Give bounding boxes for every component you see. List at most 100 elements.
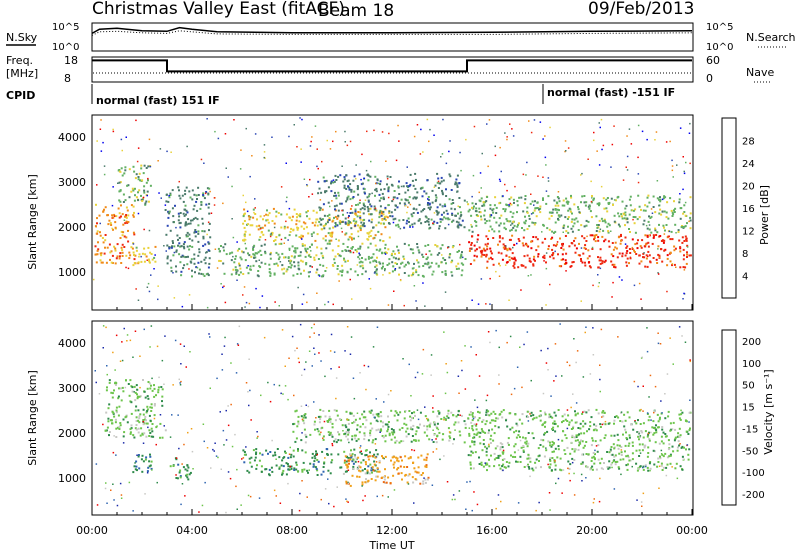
power-noise-cell	[613, 125, 615, 127]
velocity-cell	[572, 427, 574, 430]
power-cell	[481, 253, 484, 256]
power-cell	[580, 260, 583, 262]
velocity-noise-cell	[189, 351, 191, 353]
power-cell	[118, 190, 121, 193]
velocity-cell	[568, 423, 571, 426]
velocity-cell	[543, 411, 546, 414]
velocity-cell	[274, 454, 277, 457]
velocity-cell	[146, 410, 149, 412]
velocity-cell	[675, 462, 678, 465]
power-cell	[185, 209, 188, 212]
power-cell	[470, 243, 473, 246]
velocity-cell	[295, 409, 298, 412]
power-cell	[300, 237, 303, 240]
cpid-label: CPID	[6, 89, 35, 102]
power-cell	[573, 218, 576, 221]
power-cell	[486, 242, 489, 245]
power-cell	[648, 215, 650, 218]
power-cell	[330, 239, 333, 242]
power-cell	[460, 224, 463, 227]
velocity-cell	[648, 462, 651, 465]
power-cell	[257, 228, 260, 231]
power-cell	[222, 262, 225, 265]
power-cell	[461, 251, 463, 254]
velocity-cell	[471, 413, 474, 416]
power-cell	[681, 241, 684, 244]
velocity-cell	[359, 425, 362, 428]
power-cell	[589, 210, 592, 213]
velocity-cell	[482, 465, 485, 468]
velocity-noise-cell	[116, 504, 119, 507]
velocity-cell	[359, 466, 362, 469]
power-cell	[614, 266, 617, 269]
power-cell	[518, 240, 521, 242]
velocity-noise-cell	[650, 431, 652, 434]
power-noise-cell	[580, 174, 582, 176]
power-cell	[450, 207, 453, 210]
velocity-cell	[315, 454, 317, 456]
velocity-noise-cell	[313, 401, 315, 403]
velocity-noise-cell	[179, 343, 182, 345]
velocity-noise-cell	[347, 501, 349, 503]
power-noise-cell	[441, 254, 443, 256]
power-noise-cell	[93, 278, 95, 281]
velocity-noise-cell	[219, 411, 221, 413]
velocity-cell	[683, 446, 685, 449]
power-cell	[422, 275, 425, 278]
velocity-cell	[151, 389, 154, 392]
velocity-cell	[608, 460, 611, 463]
velocity-noise-cell	[98, 393, 101, 395]
power-cell	[468, 250, 471, 252]
power-cell	[495, 212, 498, 214]
velocity-cell	[656, 465, 659, 468]
power-cell	[327, 232, 330, 235]
power-cell	[632, 216, 635, 218]
power-noise-cell	[173, 297, 176, 299]
power-cell	[197, 186, 200, 189]
velocity-noise-cell	[681, 335, 683, 337]
velocity-cell	[615, 415, 618, 418]
power-cell	[445, 188, 447, 191]
power-cell	[441, 271, 444, 274]
power-noise-cell	[247, 265, 249, 267]
power-cell	[379, 239, 382, 242]
velocity-cell	[424, 478, 427, 481]
power-cell	[395, 224, 398, 227]
velocity-cell	[672, 421, 675, 424]
power-cell	[370, 256, 373, 259]
velocity-cell	[518, 430, 521, 433]
power-cell	[595, 234, 598, 236]
power-cell	[235, 272, 238, 275]
power-cell	[271, 220, 274, 222]
power-cell	[648, 254, 651, 257]
power-cell	[485, 255, 488, 258]
power-cell	[255, 260, 258, 263]
power-cell	[253, 256, 256, 259]
velocity-noise-cell	[114, 369, 116, 371]
power-cell	[382, 222, 385, 225]
power-cell	[334, 208, 336, 211]
velocity-cell	[447, 412, 450, 415]
velocity-cell	[467, 417, 470, 420]
power-noise-cell	[528, 120, 530, 122]
power-cell	[297, 254, 300, 257]
power-cell	[610, 197, 613, 200]
power-cell	[679, 250, 682, 253]
power-noise-cell	[159, 148, 162, 150]
power-cell	[133, 211, 135, 214]
velocity-cell	[394, 410, 397, 413]
power-cell	[552, 208, 555, 211]
xtick-16h: 16:00	[476, 524, 508, 537]
velocity-cell	[303, 468, 306, 471]
power-cell	[423, 190, 426, 193]
velocity-noise-cell	[281, 329, 284, 331]
velocity-cell	[599, 423, 602, 426]
power-cell	[392, 218, 395, 221]
power-cell	[686, 253, 689, 256]
power-noise-cell	[269, 235, 272, 238]
velocity-cell	[626, 468, 629, 471]
nave-label: Nave	[746, 66, 774, 79]
velocity-noise-cell	[288, 357, 290, 359]
velocity-noise-cell	[161, 359, 164, 362]
power-cell	[302, 221, 305, 224]
